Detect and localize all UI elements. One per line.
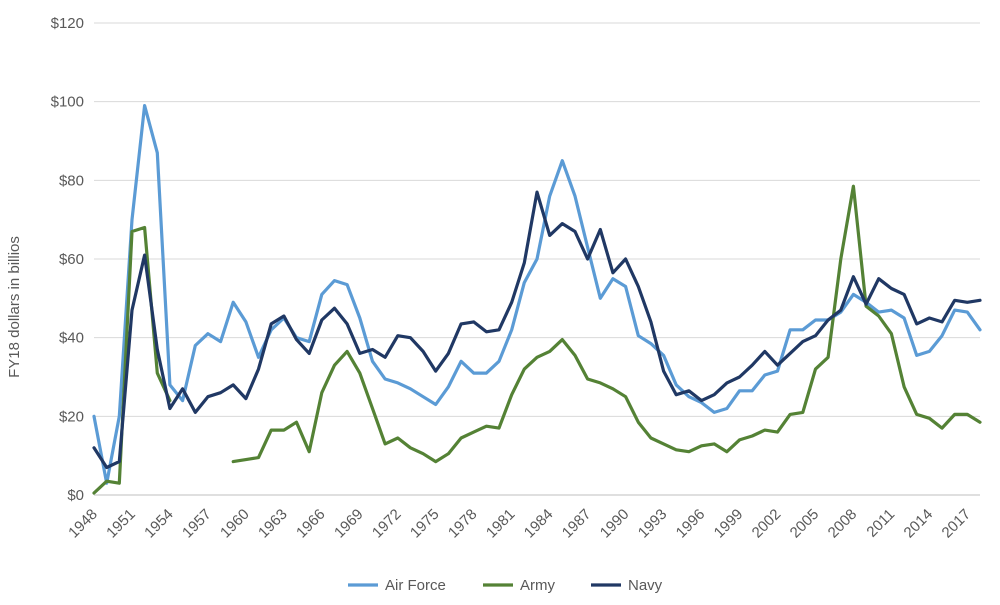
y-tick-label: $120 [51, 15, 84, 32]
x-tick-label: 2002 [749, 506, 785, 542]
y-axis-ticks: $0 $20 $40 $60 $80 $100 $120 [51, 15, 84, 504]
x-tick-label: 1975 [407, 506, 443, 542]
x-tick-label: 2014 [901, 506, 937, 542]
x-tick-label: 1978 [445, 506, 481, 542]
x-tick-label: 1981 [483, 506, 519, 542]
x-tick-label: 1948 [65, 506, 101, 542]
x-tick-label: 1993 [635, 506, 671, 542]
y-tick-label: $80 [59, 172, 84, 189]
y-tick-label: $20 [59, 408, 84, 425]
legend-label-army: Army [520, 577, 555, 594]
legend-label-air-force: Air Force [385, 577, 446, 594]
y-tick-label: $40 [59, 330, 84, 347]
x-tick-label: 1957 [179, 506, 215, 542]
series-line-army [92, 184, 982, 495]
x-tick-label: 1999 [711, 506, 747, 542]
x-tick-label: 1951 [103, 506, 139, 542]
x-tick-label: 1987 [559, 506, 595, 542]
x-tick-label: 1996 [673, 506, 709, 542]
x-axis-ticks: 1948 1951 1954 1957 1960 1963 1966 1969 1972 1975… [65, 506, 974, 542]
x-tick-label: 2017 [939, 506, 975, 542]
gridlines [94, 22, 980, 496]
x-tick-label: 1963 [255, 506, 291, 542]
x-tick-label: 1966 [293, 506, 329, 542]
x-tick-label: 1972 [369, 506, 405, 542]
series-lines [92, 104, 982, 495]
x-tick-label: 2008 [825, 506, 861, 542]
y-axis-title: FY18 dollars in billios [6, 236, 23, 378]
legend: Air Force Army Navy [348, 577, 663, 594]
legend-label-navy: Navy [628, 577, 663, 594]
series-line-navy [92, 190, 982, 470]
x-tick-label: 1969 [331, 506, 367, 542]
y-tick-label: $60 [59, 251, 84, 268]
x-tick-label: 1990 [597, 506, 633, 542]
x-tick-label: 2005 [787, 506, 823, 542]
y-tick-label: $100 [51, 94, 84, 111]
y-tick-label: $0 [67, 487, 84, 504]
x-tick-label: 1984 [521, 506, 557, 542]
x-tick-label: 1954 [141, 506, 177, 542]
x-tick-label: 2011 [863, 506, 898, 541]
x-tick-label: 1960 [217, 506, 253, 542]
